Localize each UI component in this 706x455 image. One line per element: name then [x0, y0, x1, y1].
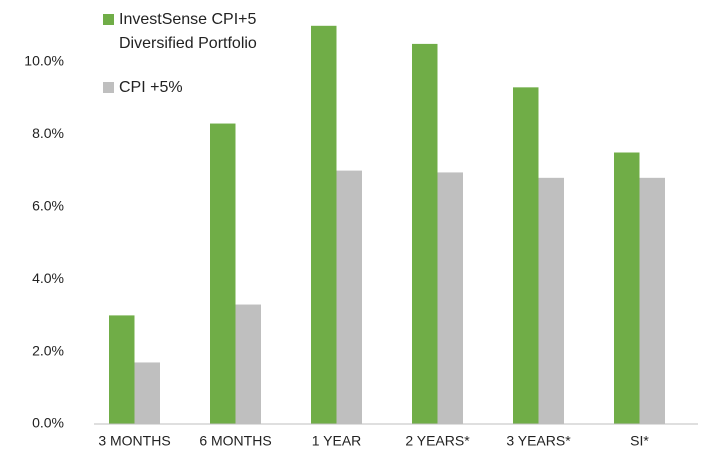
- bar: [437, 172, 463, 424]
- x-tick-label: 1 YEAR: [312, 433, 362, 449]
- x-tick-label: 2 YEARS*: [405, 433, 470, 449]
- y-tick-label: 6.0%: [32, 198, 64, 214]
- bar: [639, 177, 665, 424]
- legend-swatch: [103, 14, 114, 25]
- bar: [134, 362, 160, 424]
- bar: [336, 170, 362, 424]
- legend-label: InvestSense CPI+5 Diversified Portfolio: [119, 11, 257, 52]
- x-tick-label: 3 MONTHS: [98, 433, 170, 449]
- y-tick-label: 2.0%: [32, 342, 64, 358]
- legend-swatch: [103, 82, 114, 93]
- x-tick-label: 6 MONTHS: [199, 433, 271, 449]
- bar: [614, 152, 640, 424]
- legend-item: InvestSense CPI+5 Diversified Portfolio: [103, 8, 309, 56]
- bar: [513, 87, 539, 424]
- bar: [235, 304, 261, 424]
- y-tick-label: 8.0%: [32, 125, 64, 141]
- x-tick-label: SI*: [630, 433, 649, 449]
- x-tick-label: 3 YEARS*: [506, 433, 571, 449]
- legend-label: CPI +5%: [119, 79, 183, 96]
- bar: [311, 25, 337, 425]
- y-tick-label: 4.0%: [32, 270, 64, 286]
- bar: [412, 43, 438, 425]
- y-tick-label: 0.0%: [32, 415, 64, 431]
- bar: [109, 315, 135, 424]
- bar: [538, 177, 564, 424]
- y-tick-label: 10.0%: [24, 53, 64, 69]
- bar: [210, 123, 236, 424]
- legend-item: CPI +5%: [103, 76, 309, 100]
